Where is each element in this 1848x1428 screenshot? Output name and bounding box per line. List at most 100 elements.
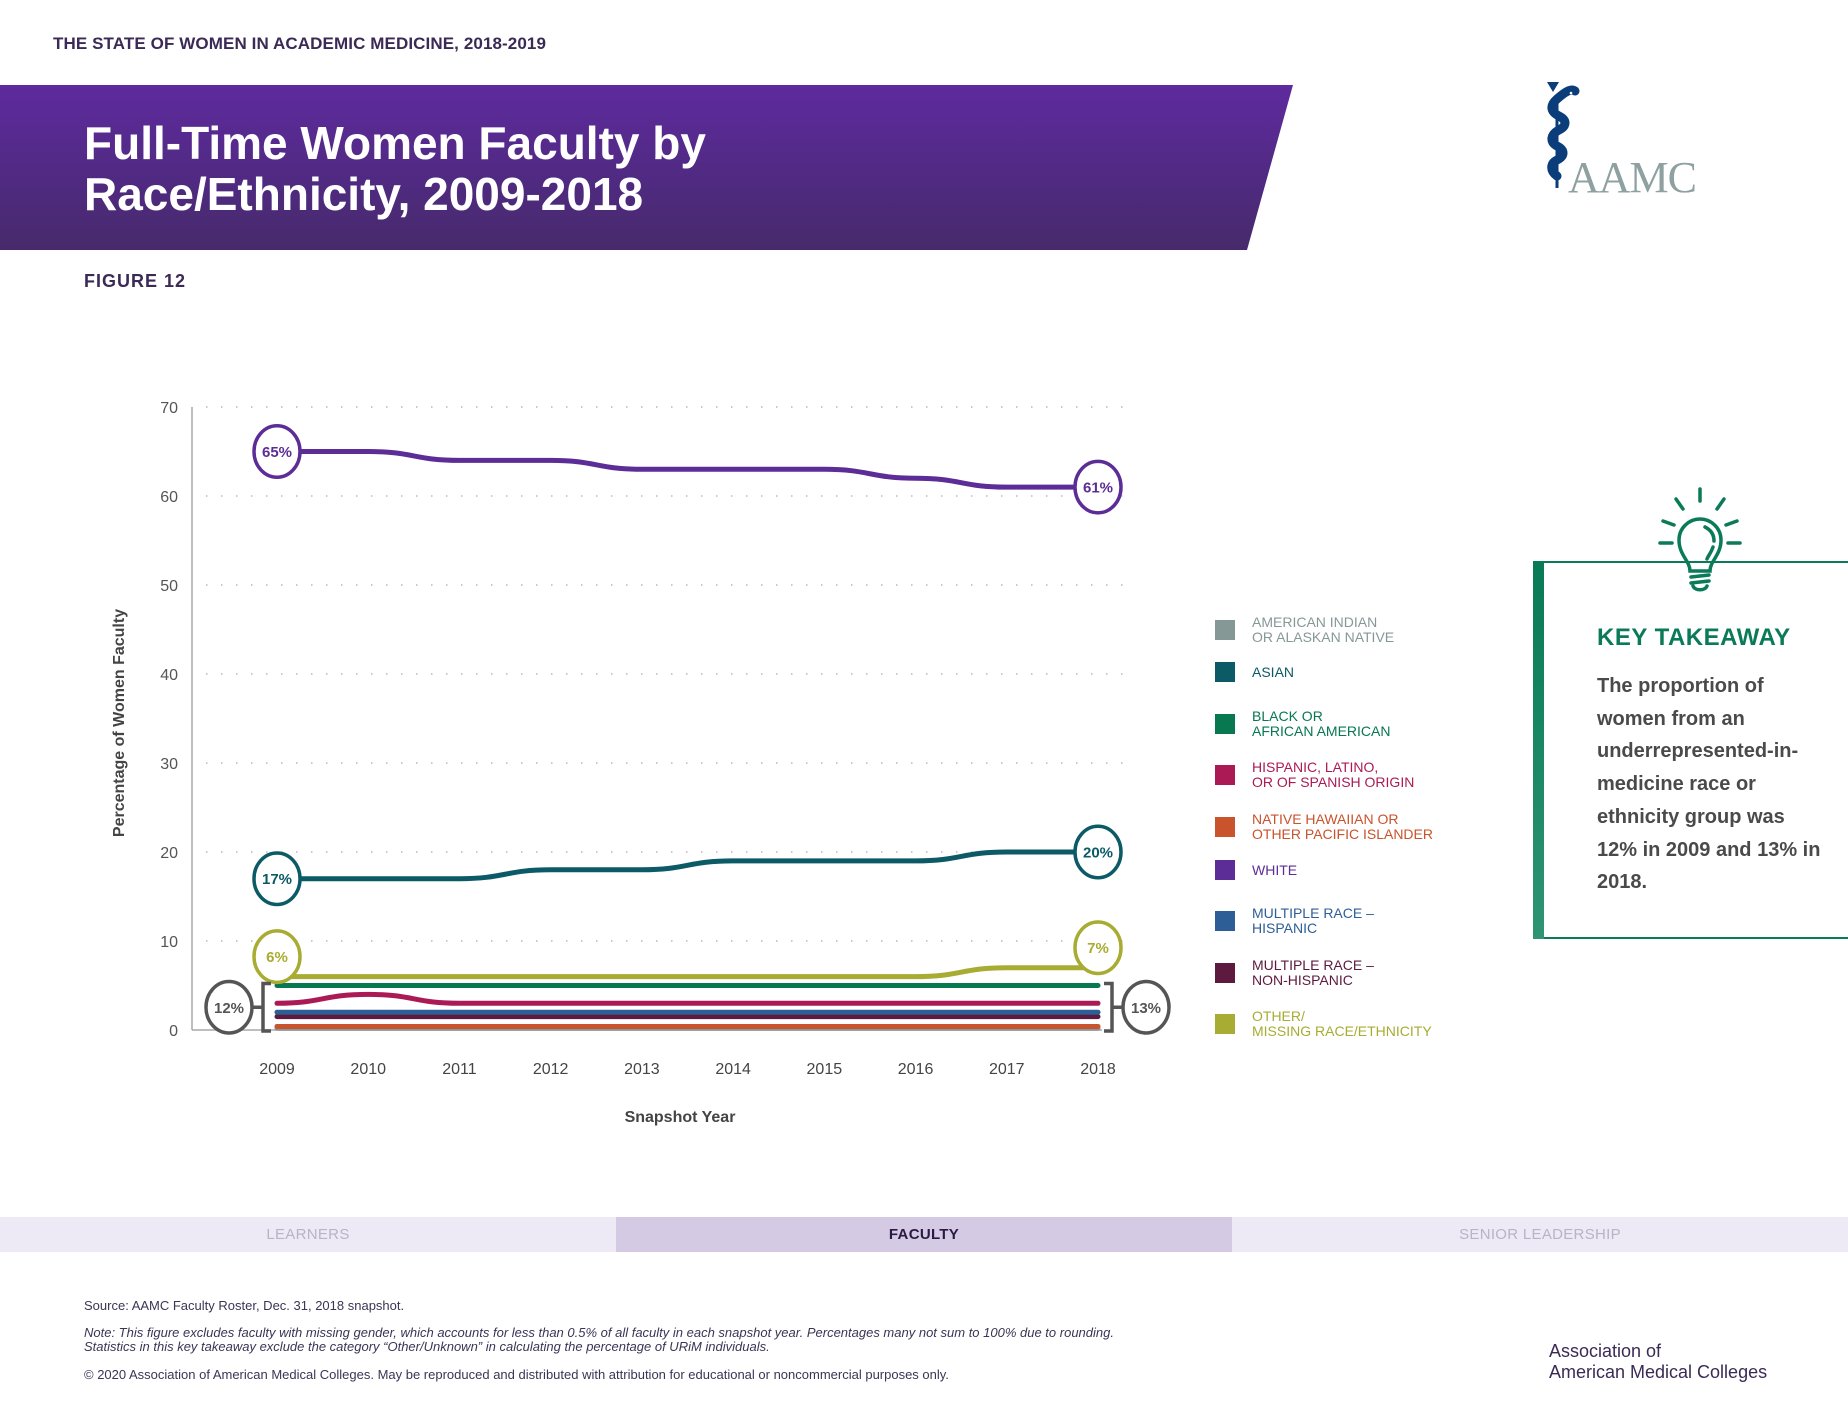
legend-item: Other/ Missing Race/Ethnicity xyxy=(1215,1009,1432,1039)
x-tick-label: 2017 xyxy=(989,1061,1025,1078)
tab-faculty[interactable]: FACULTY xyxy=(616,1217,1232,1252)
legend-label: White xyxy=(1252,861,1298,878)
x-tick-label: 2014 xyxy=(715,1061,751,1078)
badge-label: 7% xyxy=(1087,940,1109,957)
y-tick-label: 30 xyxy=(160,756,178,773)
legend-item: Multiple Race – Non-Hispanic xyxy=(1215,958,1374,988)
x-tick-label: 2012 xyxy=(533,1061,569,1078)
series-layer xyxy=(274,448,1101,1031)
footnote: Note: This figure excludes faculty with … xyxy=(84,1325,1114,1354)
legend-item: White xyxy=(1215,860,1297,880)
section-tabs: LEARNERS FACULTY SENIOR LEADERSHIP xyxy=(0,1217,1848,1252)
page-title-line-2: Race/Ethnicity, 2009-2018 xyxy=(84,168,644,220)
legend-label: Native Hawaiian or Other Pacific Islande… xyxy=(1252,811,1433,842)
legend-label: Hispanic, Latino, or of Spanish Origin xyxy=(1252,759,1415,790)
lightbulb-icon xyxy=(1658,487,1742,592)
x-tick-label: 2010 xyxy=(350,1061,386,1078)
legend-swatch xyxy=(1215,714,1235,734)
legend-swatch xyxy=(1215,1014,1235,1034)
aamc-caduceus-icon xyxy=(1547,82,1580,188)
legend-label: Asian xyxy=(1252,663,1295,680)
badge-label: 6% xyxy=(266,949,288,966)
title-banner xyxy=(0,85,1293,250)
tab-learners[interactable]: LEARNERS xyxy=(0,1217,616,1252)
badge-circle xyxy=(1073,920,1123,976)
legend-swatch xyxy=(1215,860,1235,880)
x-tick-label: 2009 xyxy=(259,1061,295,1078)
legend-item: Hispanic, Latino, or of Spanish Origin xyxy=(1215,760,1414,790)
source-note: Source: AAMC Faculty Roster, Dec. 31, 20… xyxy=(84,1298,405,1313)
figure-label: FIGURE 12 xyxy=(84,271,187,291)
legend-label: Multiple Race – Hispanic xyxy=(1252,905,1374,936)
legend-item: Native Hawaiian or Other Pacific Islande… xyxy=(1215,812,1433,842)
urim-bracket-right xyxy=(1104,981,1124,1033)
organization-name: Association of American Medical Colleges xyxy=(1549,1341,1768,1382)
legend-swatch xyxy=(1215,817,1235,837)
legend-label: Multiple Race – Non-Hispanic xyxy=(1252,957,1374,988)
legend-swatch xyxy=(1215,765,1235,785)
legend-swatch xyxy=(1215,963,1235,983)
series-line-white xyxy=(274,448,1101,490)
copyright: © 2020 Association of American Medical C… xyxy=(84,1367,949,1382)
badge-label: 17% xyxy=(262,871,292,888)
legend-label: Other/ Missing Race/Ethnicity xyxy=(1252,1008,1432,1039)
data-label-badge: 6% xyxy=(252,929,302,985)
badge-circle xyxy=(252,423,302,480)
x-tick-label: 2011 xyxy=(442,1061,477,1078)
data-label-badge: 7% xyxy=(1073,920,1123,976)
badge-circle xyxy=(252,851,302,907)
legend-label: Black or African American xyxy=(1252,708,1391,739)
legend-item: Multiple Race – Hispanic xyxy=(1215,906,1374,936)
legend-item: Asian xyxy=(1215,662,1294,682)
badge-label: 61% xyxy=(1083,480,1113,497)
badge-circle xyxy=(252,929,302,985)
key-takeaway-accent-bar xyxy=(1533,561,1544,939)
page-title-line-1: Full-Time Women Faculty by xyxy=(84,117,706,169)
series-line-asian xyxy=(274,849,1101,882)
badge-label: 20% xyxy=(1083,845,1113,862)
series-line-hispanic-latino-or-of-spanish-origin xyxy=(274,991,1101,1006)
legend-swatch xyxy=(1215,662,1235,682)
badge-circle xyxy=(1121,979,1171,1035)
legend-label: American Indian or Alaskan Native xyxy=(1252,614,1395,645)
y-tick-label: 0 xyxy=(169,1023,178,1040)
y-tick-label: 20 xyxy=(160,845,178,862)
urim-badge-2009: 12% xyxy=(204,979,254,1035)
series-line-other-missing-race-ethnicity xyxy=(274,965,1101,980)
y-tick-label: 40 xyxy=(160,667,178,684)
key-takeaway-title: KEY TAKEAWAY xyxy=(1597,624,1791,651)
key-takeaway-box xyxy=(1533,561,1848,939)
urim-badge-2018: 13% xyxy=(1121,979,1171,1035)
tab-senior-leadership[interactable]: SENIOR LEADERSHIP xyxy=(1232,1217,1848,1252)
page-title: Full-Time Women Faculty by Race/Ethnicit… xyxy=(84,118,706,220)
legend-swatch xyxy=(1215,620,1235,640)
x-tick-label: 2018 xyxy=(1080,1061,1116,1078)
y-tick-label: 50 xyxy=(160,578,178,595)
data-label-badge: 61% xyxy=(1073,459,1123,515)
x-axis-title: Snapshot Year xyxy=(625,1109,736,1126)
x-tick-label: 2013 xyxy=(624,1061,660,1078)
x-tick-label: 2015 xyxy=(807,1061,843,1078)
key-takeaway-body: The proportion of women from an underrep… xyxy=(1597,675,1821,894)
legend-item: American Indian or Alaskan Native xyxy=(1215,615,1394,645)
urim-bracket-left xyxy=(251,981,271,1033)
data-label-badge: 65% xyxy=(252,423,302,480)
badge-label: 13% xyxy=(1131,1000,1161,1017)
badge-circle xyxy=(204,979,254,1035)
data-label-badge: 20% xyxy=(1073,824,1123,880)
badge-circle xyxy=(1073,459,1123,515)
annotation-layer: 65% 61% 17% 20% 6% 7% 12% 13% xyxy=(204,423,1171,1035)
badge-circle xyxy=(1073,824,1123,880)
y-axis-title: Percentage of Women Faculty xyxy=(111,609,128,837)
legend-swatch xyxy=(1215,911,1235,931)
y-tick-label: 60 xyxy=(160,489,178,506)
y-tick-label: 70 xyxy=(160,400,178,417)
legend-item: Black or African American xyxy=(1215,709,1390,739)
aamc-logo-text: AAMC xyxy=(1568,153,1697,202)
badge-label: 12% xyxy=(214,1000,244,1017)
report-header: THE STATE OF WOMEN IN ACADEMIC MEDICINE,… xyxy=(53,34,547,53)
data-label-badge: 17% xyxy=(252,851,302,907)
badge-label: 65% xyxy=(262,444,292,461)
y-tick-label: 10 xyxy=(160,934,178,951)
